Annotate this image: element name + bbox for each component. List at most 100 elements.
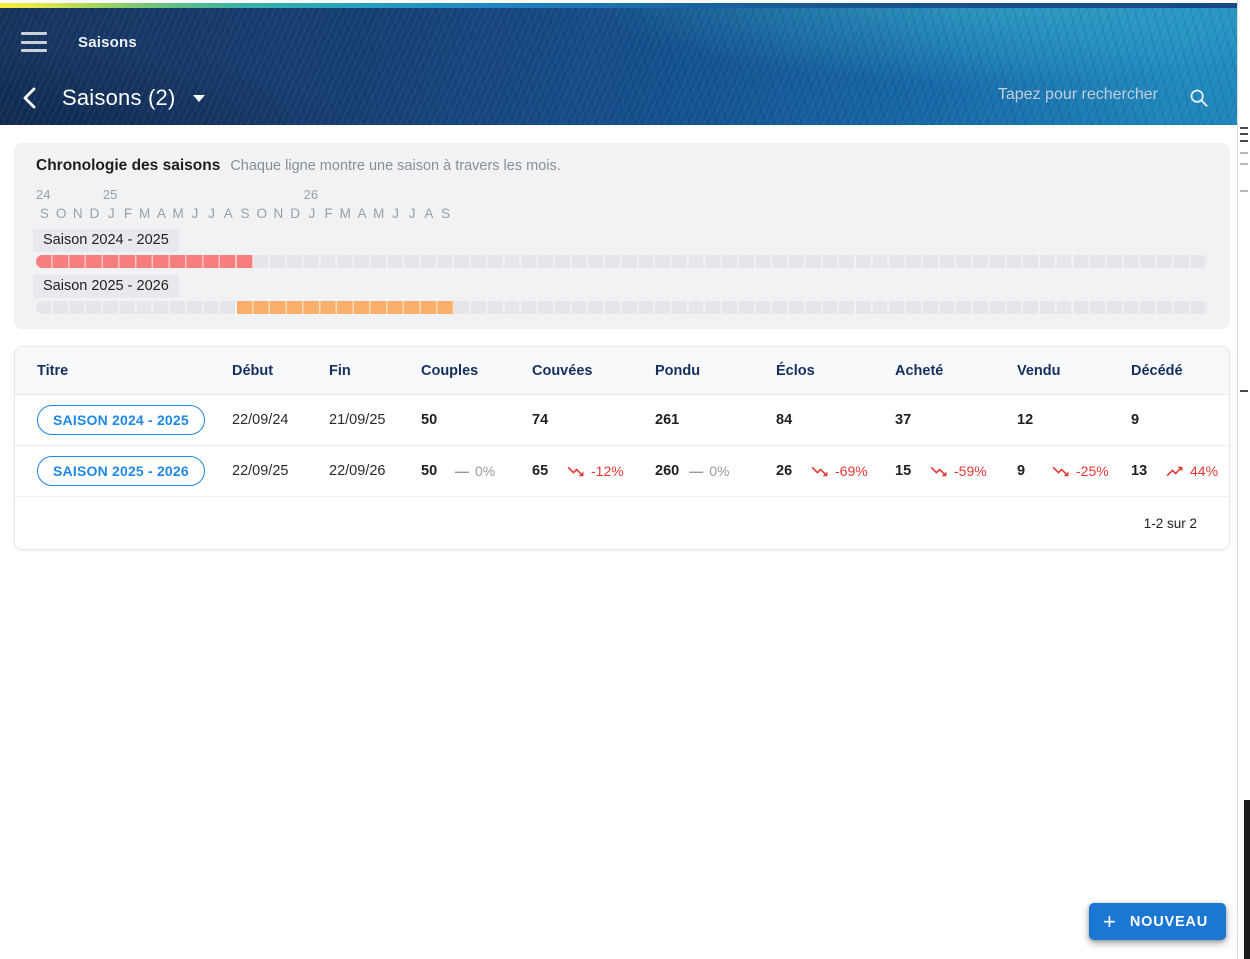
season-chip-button[interactable]: SAISON 2025 - 2026 xyxy=(37,456,205,486)
stat-cell: 15 -59% xyxy=(895,462,1017,481)
stat-value: 13 xyxy=(1131,463,1148,479)
timeline-header: Chronologie des saisons Chaque ligne mon… xyxy=(36,157,561,175)
column-header: Couples xyxy=(421,362,479,379)
timeline-title: Chronologie des saisons xyxy=(36,157,221,174)
new-button[interactable]: + NOUVEAU xyxy=(1089,903,1226,940)
timeline-card: Chronologie des saisons Chaque ligne mon… xyxy=(14,143,1230,329)
back-icon[interactable] xyxy=(16,84,44,112)
stat-value: 261 xyxy=(655,412,680,428)
trend-indicator: -25% xyxy=(1051,462,1109,481)
stat-value: 84 xyxy=(776,412,793,428)
stat-cell: 74 xyxy=(532,412,655,428)
column-header: Couvées xyxy=(532,362,593,379)
stat-value: 12 xyxy=(1017,412,1034,428)
app-bar-row-main: Saisons (2) xyxy=(0,76,1237,120)
top-gradient-strip xyxy=(0,3,1237,8)
stat-cell: 37 xyxy=(895,412,1017,428)
stat-value: 26 xyxy=(776,463,793,479)
minimap-mark xyxy=(1240,133,1248,135)
timeline-month-label: M xyxy=(373,206,385,221)
season-label: Saison 2024 - 2025 xyxy=(33,229,179,252)
trend-indicator: -59% xyxy=(929,462,987,481)
timeline-month-label: F xyxy=(324,206,333,221)
plus-icon: + xyxy=(1103,908,1116,934)
search-icon[interactable] xyxy=(1185,84,1213,112)
timeline-years: 24 25 26 xyxy=(36,187,1208,202)
trend-indicator: -69% xyxy=(810,462,868,481)
search-input[interactable]: Tapez pour rechercher xyxy=(998,86,1158,104)
table-row[interactable]: SAISON 2024 - 2025 22/09/24 21/09/25 50 74 26… xyxy=(15,395,1229,446)
window-top-line xyxy=(0,0,1237,3)
app-bar: Saisons Saisons (2) Tapez pour recherche… xyxy=(0,0,1237,125)
table-header-row: Titre Début Fin Couples Couvées Pondu Éclos Ach… xyxy=(15,347,1229,395)
trending-down-icon xyxy=(930,466,947,476)
trending-down-icon xyxy=(1052,466,1069,476)
timeline-month-label: J xyxy=(308,206,316,221)
stat-cell: 84 xyxy=(776,412,895,428)
chevron-left-icon xyxy=(23,87,36,109)
page-title: Saisons (2) xyxy=(62,85,176,110)
chevron-down-icon xyxy=(193,94,206,102)
search-placeholder: Tapez pour rechercher xyxy=(997,86,1158,103)
stat-cell: 261 xyxy=(655,412,776,428)
timeline-month-label: O xyxy=(256,206,267,221)
stat-value: 50 xyxy=(421,463,438,479)
date-cell: 22/09/26 xyxy=(329,463,386,479)
timeline-month-label: A xyxy=(223,206,233,221)
flat-dash-icon: — xyxy=(689,463,704,479)
stat-cell: 9 -25% xyxy=(1017,462,1131,481)
timeline-month-label: M xyxy=(339,206,351,221)
minimap-mark xyxy=(1240,127,1248,129)
timeline-month-label: J xyxy=(392,206,399,221)
season-label: Saison 2025 - 2026 xyxy=(33,275,179,298)
trend-indicator: 44% xyxy=(1165,462,1218,481)
stat-cell: 50 — 0% xyxy=(421,463,532,479)
timeline-month-label: S xyxy=(240,206,250,221)
column-header: Début xyxy=(232,362,274,379)
page-title-dropdown[interactable]: Saisons (2) xyxy=(62,85,206,111)
app-bar-row-top: Saisons xyxy=(0,26,1237,58)
trend-percent: -69% xyxy=(835,463,868,479)
stat-value: 74 xyxy=(532,412,549,428)
stat-cell: 12 xyxy=(1017,412,1131,428)
stat-cell: 26 -69% xyxy=(776,462,895,481)
minimap-mark xyxy=(1240,390,1248,392)
season-track xyxy=(36,255,1208,268)
column-header: Décédé xyxy=(1131,362,1183,379)
date-cell: 21/09/25 xyxy=(329,412,386,428)
scrollbar-thumb[interactable] xyxy=(1244,800,1250,959)
stat-cell: 50 xyxy=(421,412,532,428)
trend-percent: 0% xyxy=(709,463,730,479)
minimap-scrollbar[interactable] xyxy=(1237,0,1250,959)
stat-cell: 9 xyxy=(1131,412,1207,428)
menu-icon[interactable] xyxy=(21,32,47,52)
season-chip-button[interactable]: SAISON 2024 - 2025 xyxy=(37,405,205,435)
timeline-month-label: O xyxy=(55,206,67,221)
timeline-month-label: A xyxy=(357,206,367,221)
stat-value: 37 xyxy=(895,412,912,428)
column-header: Acheté xyxy=(895,362,944,379)
column-header: Vendu xyxy=(1017,362,1061,379)
trend-percent: 44% xyxy=(1190,463,1219,479)
seasons-table: Titre Début Fin Couples Couvées Pondu Éclos Ach… xyxy=(14,346,1230,550)
timeline-month-label: N xyxy=(72,206,83,221)
trend-percent: -12% xyxy=(591,463,624,479)
stat-value: 15 xyxy=(895,463,912,479)
stat-value: 260 xyxy=(655,463,680,479)
timeline-month-label: A xyxy=(156,206,166,221)
trend-indicator: — 0% xyxy=(455,463,495,479)
trending-up-icon xyxy=(1166,466,1183,476)
column-header: Titre xyxy=(37,362,69,379)
stat-value: 9 xyxy=(1131,412,1140,428)
timeline-month-label: J xyxy=(107,206,115,221)
timeline-month-label: D xyxy=(89,206,100,221)
table-footer: 1-2 sur 2 xyxy=(15,497,1229,549)
timeline-month-label: S xyxy=(39,206,49,221)
timeline-month-label: M xyxy=(139,206,151,221)
stat-value: 9 xyxy=(1017,463,1026,479)
trend-percent: -25% xyxy=(1076,463,1109,479)
table-row[interactable]: SAISON 2025 - 2026 22/09/25 22/09/26 50 — 0% 6… xyxy=(15,446,1229,497)
column-header: Éclos xyxy=(776,362,815,379)
timeline-month-label: S xyxy=(441,206,451,221)
trending-down-icon xyxy=(567,466,584,476)
